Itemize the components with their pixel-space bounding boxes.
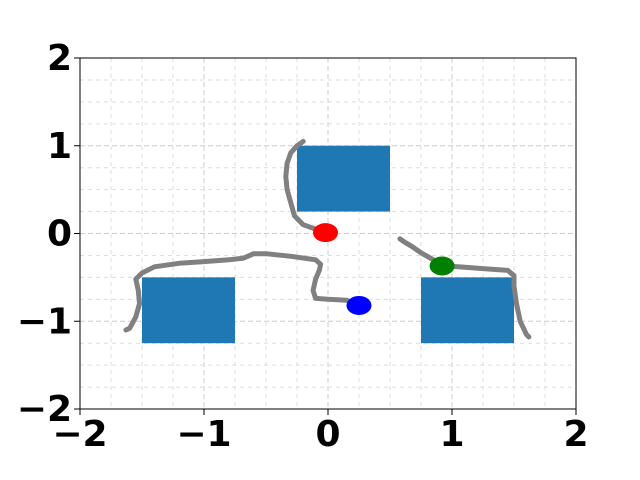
x-tick-label: −1 xyxy=(176,414,231,455)
x-tick-label: 0 xyxy=(315,414,340,455)
obstacle-right xyxy=(421,277,514,344)
y-tick-label: 0 xyxy=(47,214,72,255)
obstacles xyxy=(142,145,514,344)
trajectories xyxy=(123,138,532,340)
path-green xyxy=(397,236,532,340)
y-tick-label: −1 xyxy=(17,301,72,342)
y-axis: −2 −1 0 1 2 xyxy=(17,38,80,430)
x-tick-label: 1 xyxy=(439,414,464,455)
obstacle-left xyxy=(142,277,235,344)
agents xyxy=(313,223,455,315)
x-tick-label: −2 xyxy=(52,414,107,455)
obstacle-top xyxy=(297,145,390,212)
x-tick-label: 2 xyxy=(563,414,588,455)
agent-red xyxy=(313,223,339,243)
path-blue xyxy=(123,251,362,333)
x-axis: −2 −1 0 1 2 xyxy=(52,409,589,455)
y-tick-label: 2 xyxy=(47,38,72,79)
agent-blue xyxy=(346,295,372,315)
y-tick-label: −2 xyxy=(17,389,72,430)
y-tick-label: 1 xyxy=(47,126,72,167)
path-red xyxy=(283,138,328,236)
agent-green xyxy=(429,256,455,276)
